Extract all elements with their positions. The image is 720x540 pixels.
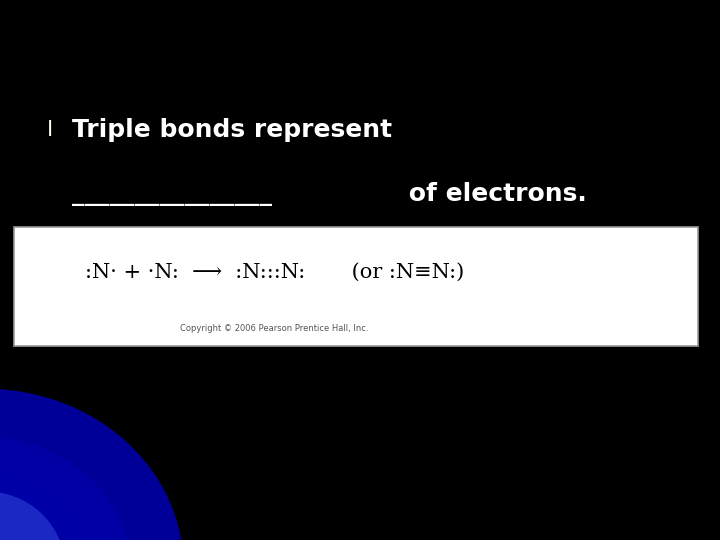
Text: Triple bonds represent: Triple bonds represent — [72, 118, 392, 141]
Text: ________________: ________________ — [72, 183, 272, 206]
Ellipse shape — [0, 491, 65, 540]
Ellipse shape — [0, 476, 86, 540]
FancyBboxPatch shape — [14, 227, 698, 346]
Ellipse shape — [0, 437, 130, 540]
Ellipse shape — [0, 389, 184, 540]
Text: of electrons.: of electrons. — [400, 183, 586, 206]
Text: l: l — [48, 119, 53, 140]
Text: :N· + ·N:  ⟶  :N:::N:       (or :N≡N:): :N· + ·N: ⟶ :N:::N: (or :N≡N:) — [85, 262, 464, 281]
Text: Copyright © 2006 Pearson Prentice Hall, Inc.: Copyright © 2006 Pearson Prentice Hall, … — [180, 325, 369, 334]
